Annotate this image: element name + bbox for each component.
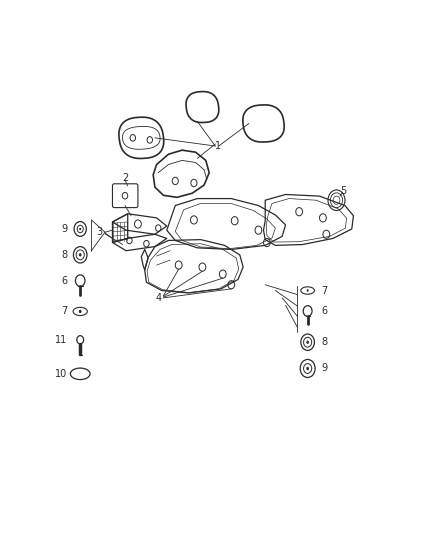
Text: 7: 7 xyxy=(321,286,328,295)
Circle shape xyxy=(306,341,309,344)
Text: 11: 11 xyxy=(55,335,67,345)
Text: 4: 4 xyxy=(155,293,161,303)
Text: 8: 8 xyxy=(321,337,327,347)
Circle shape xyxy=(306,367,309,370)
Circle shape xyxy=(307,289,309,292)
Text: 1: 1 xyxy=(215,141,221,151)
Text: 7: 7 xyxy=(61,306,67,317)
Text: 8: 8 xyxy=(61,250,67,260)
Circle shape xyxy=(79,228,81,230)
Text: 10: 10 xyxy=(55,369,67,379)
Circle shape xyxy=(79,310,81,313)
Text: 3: 3 xyxy=(96,227,102,237)
Text: 9: 9 xyxy=(61,224,67,234)
Text: 2: 2 xyxy=(122,173,128,183)
Circle shape xyxy=(79,253,81,256)
Text: 6: 6 xyxy=(61,276,67,286)
Text: 5: 5 xyxy=(340,186,346,196)
Text: 6: 6 xyxy=(321,306,327,316)
Text: 9: 9 xyxy=(321,364,327,374)
